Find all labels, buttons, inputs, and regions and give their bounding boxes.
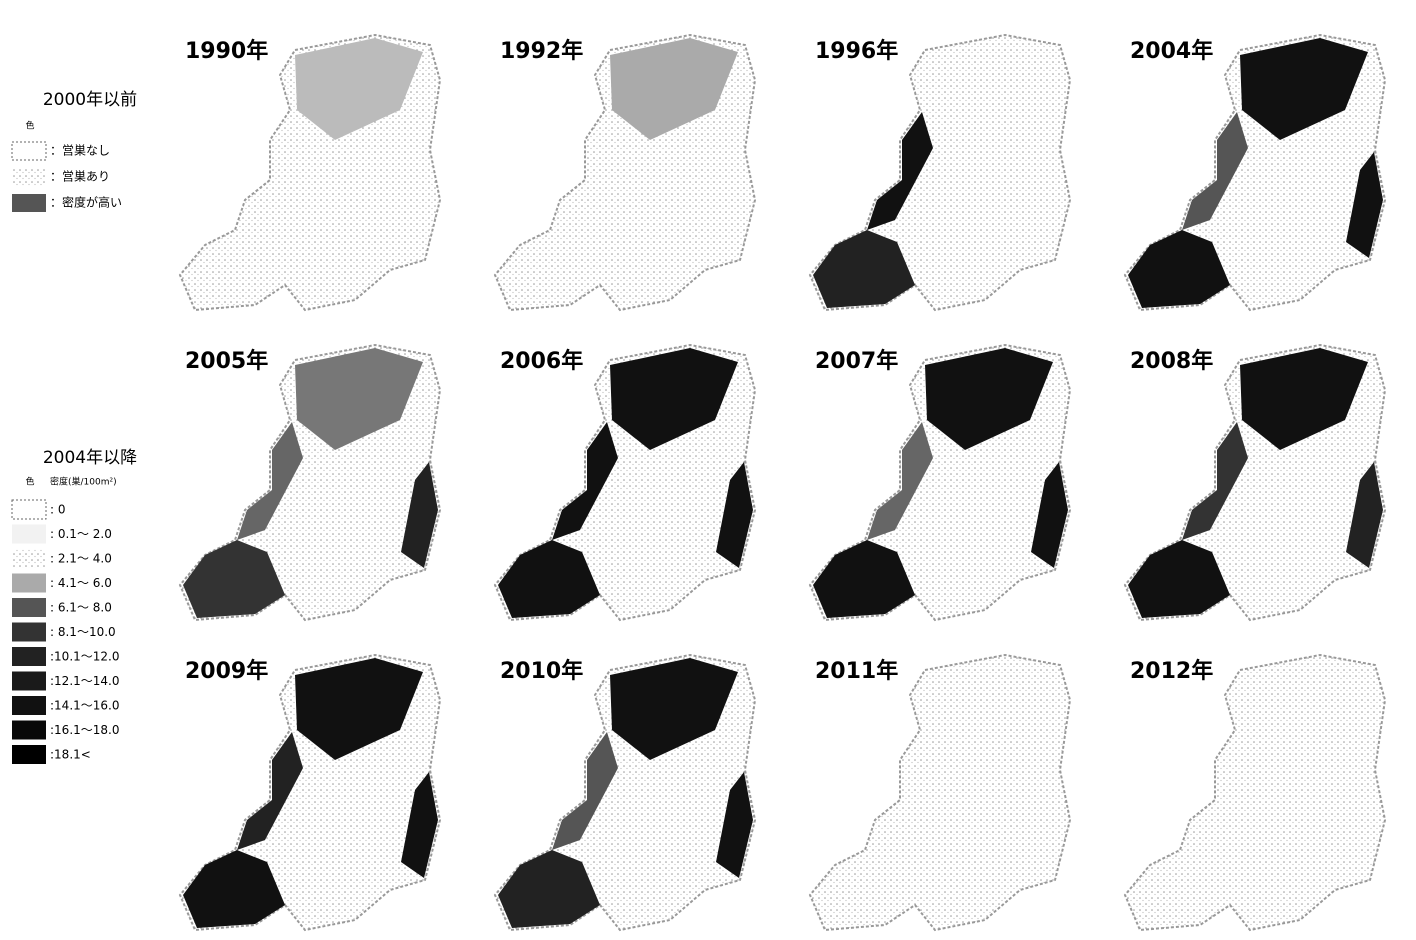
map-panel: [1125, 655, 1385, 930]
map-panel: [810, 655, 1070, 930]
map-panel: [1125, 345, 1385, 620]
map-panel: [810, 35, 1070, 310]
map-panel: [495, 345, 755, 620]
year-label: 2005年: [185, 348, 268, 374]
legend-swatch: [12, 598, 46, 617]
legend-swatch: [12, 194, 46, 212]
map-panel: [180, 655, 440, 930]
map-panel: [1125, 35, 1385, 310]
year-label: 2009年: [185, 658, 268, 684]
legend-label: :16.1～18.0: [50, 723, 119, 737]
legend-label: : 0: [50, 503, 66, 517]
legend-swatch: [12, 672, 46, 691]
legend-swatch: [12, 525, 46, 544]
year-label: 2008年: [1130, 348, 1213, 374]
legend-swatch: [12, 168, 46, 186]
legend-label: ：密度が高い: [50, 195, 122, 210]
legend-swatch: [12, 142, 46, 160]
legend-swatch: [12, 647, 46, 666]
legend-color-label: 色: [25, 120, 34, 132]
legend-label: : 4.1～ 6.0: [50, 576, 112, 590]
legend-label: :14.1～16.0: [50, 699, 119, 713]
year-label: 2006年: [500, 348, 583, 374]
year-label: 2012年: [1130, 658, 1213, 684]
year-label: 2010年: [500, 658, 583, 684]
figure: 2000年以前 色 2004年以降 色 密度(巣/100m²) ：営巣なし ：営巣…: [0, 0, 1416, 940]
legend-swatch: [12, 623, 46, 642]
year-label: 2004年: [1130, 38, 1213, 64]
island: [810, 655, 1070, 930]
legend-label: ：営巣あり: [50, 170, 110, 184]
map-panel: [495, 655, 755, 930]
legend-unit: 密度(巣/100m²): [50, 476, 117, 488]
legend-label: : 8.1～10.0: [50, 625, 116, 639]
legend-label: :18.1<: [50, 748, 91, 762]
legend-label: : 0.1～ 2.0: [50, 527, 112, 541]
map-panel: [495, 35, 755, 310]
year-label: 1996年: [815, 38, 898, 64]
legend-swatch: [12, 721, 46, 740]
legend-title: 2000年以前: [43, 90, 137, 110]
map-panel: [180, 345, 440, 620]
legend-swatch: [12, 745, 46, 764]
legend-label: :12.1～14.0: [50, 674, 119, 688]
map-panel: [810, 345, 1070, 620]
legend-swatch: [12, 549, 46, 568]
year-label: 1992年: [500, 38, 583, 64]
legend-swatch: [12, 574, 46, 593]
map-panel: [180, 35, 440, 310]
legend-color-label: 色: [25, 476, 34, 488]
legend-label: ：営巣なし: [50, 144, 110, 158]
legend-swatch: [12, 500, 46, 519]
legend-label: : 2.1～ 4.0: [50, 552, 112, 566]
year-label: 2007年: [815, 348, 898, 374]
year-label: 1990年: [185, 38, 268, 64]
legend-label: :10.1～12.0: [50, 650, 119, 664]
legend-label: : 6.1～ 8.0: [50, 601, 112, 615]
legend-swatch: [12, 696, 46, 715]
island: [1125, 655, 1385, 930]
year-label: 2011年: [815, 658, 898, 684]
legend-title: 2004年以降: [43, 448, 137, 468]
